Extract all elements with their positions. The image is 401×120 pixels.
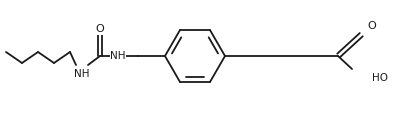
Text: NH: NH <box>74 69 90 79</box>
Text: O: O <box>368 21 377 31</box>
Text: O: O <box>95 24 104 34</box>
Text: HO: HO <box>372 73 388 83</box>
Text: NH: NH <box>110 51 126 61</box>
